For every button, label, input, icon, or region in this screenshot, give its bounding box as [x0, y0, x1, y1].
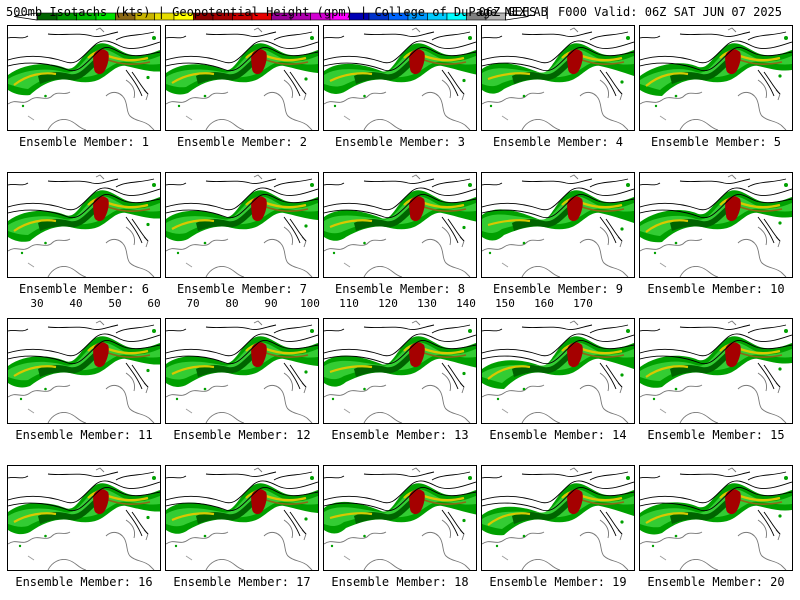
header: 500mb Isotachs (kts) | Geopotential Heig… [0, 0, 800, 22]
colorbar-tick-label: 70 [186, 297, 200, 310]
ensemble-member-label: Ensemble Member: 20 [647, 575, 785, 589]
ensemble-member-map [639, 172, 793, 278]
ensemble-member-label: Ensemble Member: 5 [650, 135, 782, 149]
ensemble-member-label: Ensemble Member: 17 [173, 575, 311, 589]
ensemble-member-map [7, 318, 161, 424]
colorbar-tick-label: 160 [534, 297, 554, 310]
colorbar-tick-label: 90 [264, 297, 278, 310]
ensemble-member-label: Ensemble Member: 1 [18, 135, 150, 149]
ensemble-member-label: Ensemble Member: 12 [173, 428, 311, 442]
ensemble-member-map [481, 172, 635, 278]
ensemble-member-label: Ensemble Member: 6 [18, 282, 150, 296]
colorbar-tick-label: 100 [300, 297, 320, 310]
ensemble-member-map [323, 25, 477, 131]
ensemble-member-map [165, 25, 319, 131]
ensemble-member-label: Ensemble Member: 16 [15, 575, 153, 589]
ensemble-member-map [323, 465, 477, 571]
colorbar-tick-label: 150 [495, 297, 515, 310]
ensemble-member-label: Ensemble Member: 13 [331, 428, 469, 442]
header-run-info: 06Z GEFS | F000 Valid: 06Z SAT JUN 07 20… [478, 5, 782, 19]
ensemble-member-map [481, 318, 635, 424]
ensemble-member-map [7, 465, 161, 571]
ensemble-member-label: Ensemble Member: 18 [331, 575, 469, 589]
ensemble-member-label: Ensemble Member: 11 [15, 428, 153, 442]
colorbar-tick-label: 60 [147, 297, 161, 310]
ensemble-member-label: Ensemble Member: 8 [334, 282, 466, 296]
ensemble-member-label: Ensemble Member: 7 [176, 282, 308, 296]
ensemble-member-label: Ensemble Member: 3 [334, 135, 466, 149]
ensemble-member-map [639, 25, 793, 131]
ensemble-member-label: Ensemble Member: 9 [492, 282, 624, 296]
ensemble-member-map [639, 465, 793, 571]
ensemble-member-map [7, 172, 161, 278]
colorbar: 30 40 50 60 70 80 90 100 110 120 130 140 150 160 170 [0, 0, 800, 310]
ensemble-member-map [481, 25, 635, 131]
ensemble-member-label: Ensemble Member: 19 [489, 575, 627, 589]
ensemble-member-map [165, 172, 319, 278]
ensemble-member-label: Ensemble Member: 15 [647, 428, 785, 442]
colorbar-over-arrow [505, 12, 529, 21]
ensemble-member-label: Ensemble Member: 10 [647, 282, 785, 296]
colorbar-tick-label: 40 [69, 297, 83, 310]
colorbar-under-arrow [13, 12, 38, 21]
ensemble-member-label: Ensemble Member: 14 [489, 428, 627, 442]
ensemble-member-map [323, 172, 477, 278]
colorbar-tick-label: 110 [339, 297, 359, 310]
colorbar-scale [13, 12, 529, 21]
ensemble-member-label: Ensemble Member: 2 [176, 135, 308, 149]
colorbar-tick-label: 140 [456, 297, 476, 310]
ensemble-member-map [639, 318, 793, 424]
ensemble-member-label: Ensemble Member: 4 [492, 135, 624, 149]
ensemble-member-map [7, 25, 161, 131]
ensemble-member-map [165, 318, 319, 424]
colorbar-tick-label: 130 [417, 297, 437, 310]
colorbar-tick-label: 120 [378, 297, 398, 310]
ensemble-member-map [165, 465, 319, 571]
colorbar-tick-label: 50 [108, 297, 122, 310]
colorbar-tick-label: 30 [30, 297, 44, 310]
header-title: 500mb Isotachs (kts) | Geopotential Heig… [6, 5, 548, 19]
ensemble-member-map [481, 465, 635, 571]
colorbar-tick-label: 80 [225, 297, 239, 310]
ensemble-member-map [323, 318, 477, 424]
colorbar-tick-label: 170 [573, 297, 593, 310]
